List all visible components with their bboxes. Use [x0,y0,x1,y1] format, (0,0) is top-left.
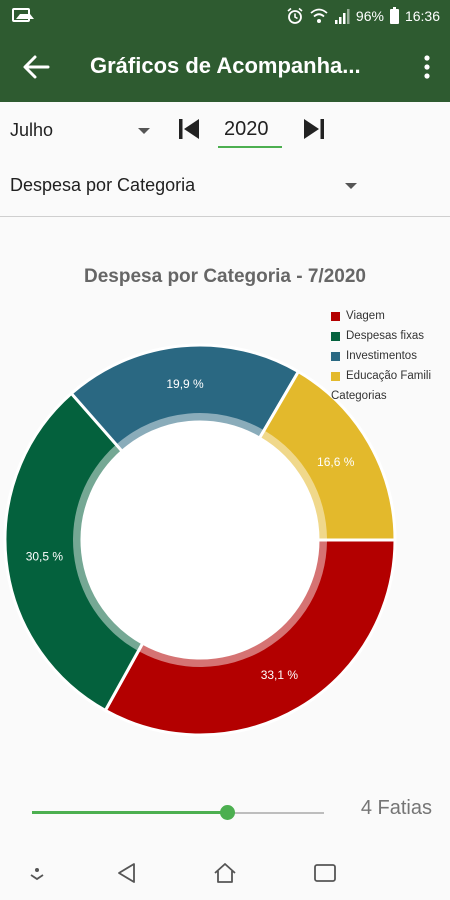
recents-icon[interactable] [312,861,338,885]
page-title: Gráficos de Acompanha... [90,53,361,78]
battery-icon [389,6,399,24]
chevron-down-icon [138,128,150,134]
slice-inner-band [260,431,327,539]
signal-icon [334,8,350,24]
status-bar: 96% 16:36 [0,0,450,32]
chart-type-value: Despesa por Categoria [10,175,196,195]
donut-hole [82,422,318,658]
previous-year-button[interactable] [175,115,203,143]
legend-item: Despesas fixas [331,326,450,346]
legend-title: Categorias [331,390,387,402]
legend-label: Despesas fixas [346,330,424,342]
month-dropdown[interactable]: Julho [10,112,155,148]
wifi-icon [310,8,328,23]
legend-swatch [331,331,340,341]
back-arrow-icon[interactable] [22,54,50,80]
slider-fill [32,811,227,814]
month-dropdown-value: Julho [10,120,54,140]
slice-inner-band [139,541,327,667]
year-input[interactable] [218,112,282,148]
legend-label: Educação Famili [346,370,432,382]
home-icon[interactable] [212,861,238,885]
chart-legend: Viagem Despesas fixas Investimentos Educaçã… [331,306,450,406]
slice-label: 19,9 % [166,377,204,391]
legend-item: Investimentos [331,346,450,366]
chart-type-dropdown[interactable]: Despesa por Categoria [10,168,360,204]
gallery-icon [12,8,34,22]
expand-icon[interactable] [24,861,50,885]
donut-chart[interactable]: 33,1 % 30,5 % 19,9 % 16,6 % [0,300,450,770]
back-triangle-icon[interactable] [114,861,140,885]
status-right: 96% 16:36 [286,6,440,26]
slices-count-label: 4 Fatias [360,797,432,819]
slice-label: 16,6 % [317,455,355,469]
slice-label: 30,5 % [26,550,64,564]
legend-label: Investimentos [346,350,417,362]
legend-item: Educação Famili [331,366,450,386]
app-bar: Gráficos de Acompanha... [0,32,450,102]
slices-slider[interactable] [32,800,324,826]
slice-inner-band [73,445,142,651]
slice-label: 33,1 % [261,668,299,682]
legend-item: Viagem [331,306,450,326]
legend-label: Viagem [346,310,385,322]
chart-title: Despesa por Categoria - 7/2020 [84,266,366,287]
next-year-button[interactable] [300,115,328,143]
divider [0,216,450,217]
slider-thumb[interactable] [219,805,235,820]
navigation-bar [0,845,450,900]
clock: 16:36 [404,8,440,24]
legend-swatch [331,311,340,321]
battery-percent: 96% [355,8,384,24]
slice-inner-band [117,413,263,451]
chevron-down-icon [345,183,357,189]
legend-swatch [331,351,340,361]
overflow-menu-icon[interactable] [422,54,432,80]
alarm-icon [287,7,303,24]
legend-swatch [331,371,340,381]
